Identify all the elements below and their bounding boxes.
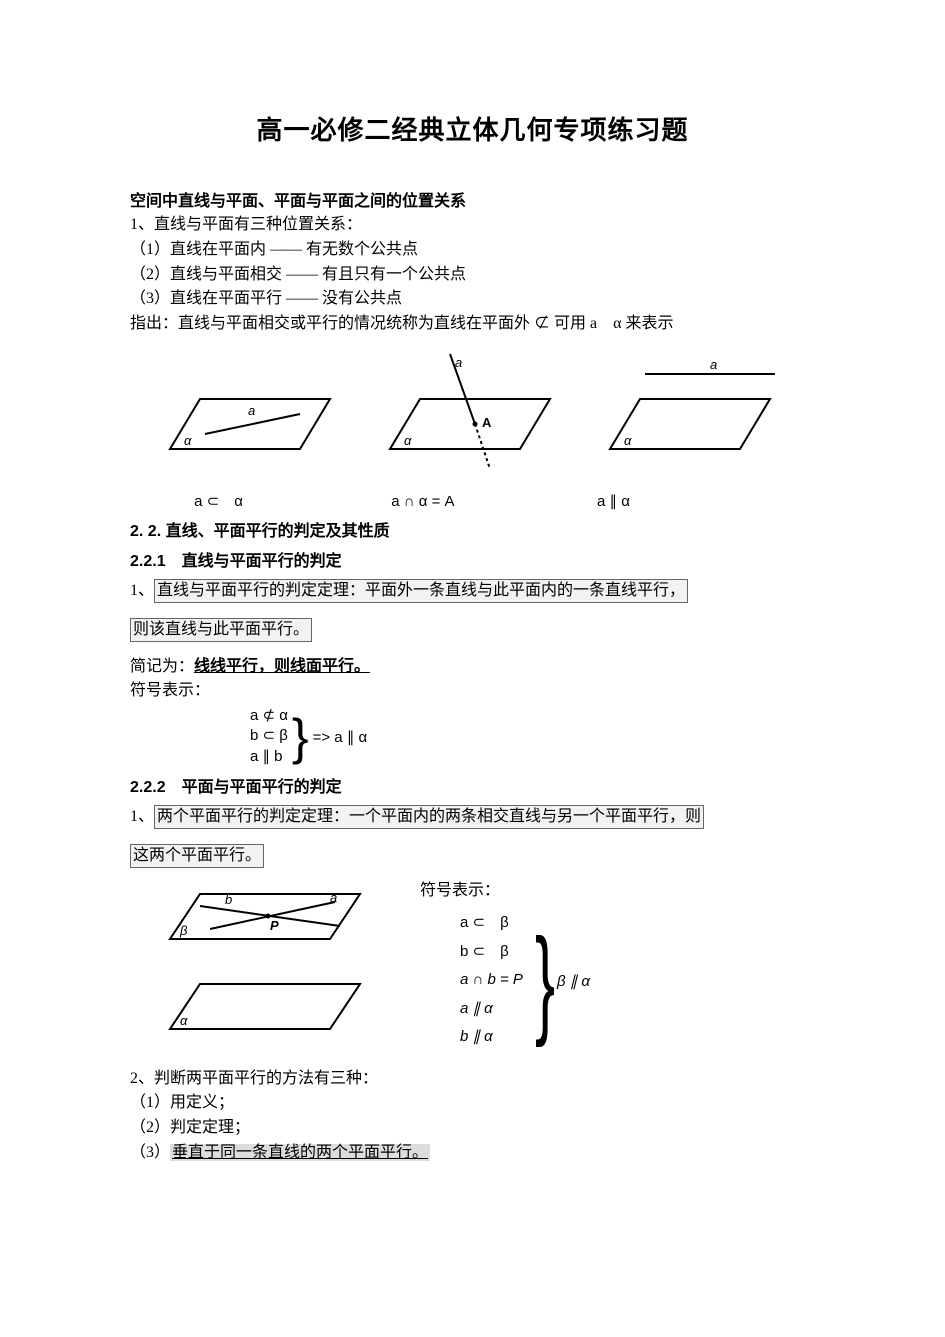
s3-f4: a ∥ α	[460, 995, 523, 1024]
fig1-alpha3: α	[624, 433, 632, 448]
s3-l1-box: 两个平面平行的判定定理：一个平面内的两条相交直线与另一个平面平行，则	[154, 805, 704, 829]
fig2-top: β P b a	[170, 890, 360, 939]
s4-l1: 2、判断两平面平行的方法有三种：	[130, 1067, 815, 1092]
s3-f2: b ⊂ β	[460, 938, 523, 967]
section2-head2: 2.2.1 直线与平面平行的判定	[130, 547, 815, 571]
s2-line1b: 则该直线与此平面平行。	[130, 618, 815, 643]
s2-formula: a ⊄ α b ⊂ β a ∥ b } => a ∥ α	[250, 706, 815, 767]
s3-symlabel: 符号表示：	[420, 879, 590, 904]
s2-line1: 1、直线与平面平行的判定定理：平面外一条直线与此平面内的一条直线平行，	[130, 579, 815, 604]
fig1-alpha2: α	[404, 433, 412, 448]
s2-line2: 简记为：线线平行，则线面平行。	[130, 655, 815, 680]
brace5-icon: }	[535, 931, 555, 1031]
s3-f-res: β ∥ α	[557, 972, 590, 990]
s3-l1-pre: 1、	[130, 808, 154, 825]
s4-l4-hi: 垂直于同一条直线的两个平面平行。	[170, 1144, 430, 1161]
fig1-A: A	[482, 415, 492, 430]
figure2-wrap: β P b a α 符号表示： a ⊂ β b ⊂ β a ∩ b = P	[130, 879, 815, 1059]
s2-l2-u: 线线平行，则线面平行。	[194, 658, 370, 675]
fig2-right: 符号表示： a ⊂ β b ⊂ β a ∩ b = P a ∥ α b ∥ α …	[420, 879, 590, 1052]
s2-f3: a ∥ b	[250, 747, 288, 767]
page: 高一必修二经典立体几何专项练习题 空间中直线与平面、平面与平面之间的位置关系 1…	[0, 0, 945, 1337]
s1-line3: （2）直线与平面相交 —— 有且只有一个公共点	[130, 263, 815, 288]
s1-line4: （3）直线在平面平行 —— 没有公共点	[130, 287, 815, 312]
brace-icon: }	[292, 712, 309, 762]
fig1-cap3: a ∥ α	[597, 493, 630, 510]
fig1-a2: a	[455, 355, 462, 370]
s2-f1: a ⊄ α	[250, 706, 288, 726]
fig1-alpha1: α	[184, 433, 192, 448]
fig1-sub3: α a	[610, 357, 775, 449]
s2-l1-box2: 则该直线与此平面平行。	[130, 618, 312, 642]
s4-l4-pre: （3）	[130, 1144, 170, 1161]
s2-l2: 简记为：	[130, 658, 194, 675]
s2-line3: 符号表示：	[130, 679, 815, 704]
fig2-a: a	[330, 890, 337, 905]
s4-l4: （3）垂直于同一条直线的两个平面平行。	[130, 1141, 815, 1166]
s1-line1: 1、直线与平面有三种位置关系：	[130, 213, 815, 238]
s4-l2: （1）用定义；	[130, 1091, 815, 1116]
fig2-beta: β	[179, 923, 188, 938]
fig2-bottom: α	[170, 984, 360, 1029]
figure1-captions: a ⊂ α a ∩ α = A a ∥ α	[130, 490, 815, 511]
section2-head1: 2. 2. 直线、平面平行的判定及其性质	[130, 517, 815, 541]
fig1-sub1: α a	[170, 399, 330, 449]
fig1-a1: a	[248, 403, 255, 418]
figure1-row: α a α A a α a	[130, 349, 815, 484]
s3-f5: b ∥ α	[460, 1023, 523, 1052]
page-title: 高一必修二经典立体几何专项练习题	[130, 110, 815, 147]
s1-line5: 指出：直线与平面相交或平行的情况统称为直线在平面外 ⊄ 可用 a α 来表示	[130, 312, 815, 337]
section1-head: 空间中直线与平面、平面与平面之间的位置关系	[130, 187, 815, 211]
section3-head: 2.2.2 平面与平面平行的判定	[130, 773, 815, 797]
fig2-alpha: α	[180, 1013, 188, 1028]
s3-f3: a ∩ b = P	[460, 966, 523, 995]
s3-f1: a ⊂ β	[460, 909, 523, 938]
fig1-cap1: a ⊂ α	[194, 493, 243, 510]
s2-l1-pre: 1、	[130, 582, 154, 599]
s3-formula-stack: a ⊂ β b ⊂ β a ∩ b = P a ∥ α b ∥ α	[460, 909, 523, 1052]
fig1-sub2: α A a	[390, 354, 550, 469]
s2-f2: b ⊂ β	[250, 726, 288, 746]
figure1-svg: α a α A a α a	[130, 349, 790, 479]
figure2-svg: β P b a α	[130, 879, 390, 1059]
s1-line2: （1）直线在平面内 —— 有无数个公共点	[130, 238, 815, 263]
fig2-b: b	[225, 892, 232, 907]
fig2-P: P	[270, 918, 279, 933]
s2-formula-stack: a ⊄ α b ⊂ β a ∥ b	[250, 706, 288, 767]
s2-l1-box: 直线与平面平行的判定定理：平面外一条直线与此平面内的一条直线平行，	[154, 579, 688, 603]
s2-f-res: => a ∥ α	[313, 728, 368, 746]
fig1-cap2: a ∩ α = A	[391, 493, 453, 510]
s3-line1b: 这两个平面平行。	[130, 844, 815, 869]
s3-line1: 1、两个平面平行的判定定理：一个平面内的两条相交直线与另一个平面平行，则	[130, 805, 815, 830]
fig1-a3: a	[710, 357, 717, 372]
s3-l1-box2: 这两个平面平行。	[130, 844, 264, 868]
s4-l3: （2）判定定理；	[130, 1116, 815, 1141]
